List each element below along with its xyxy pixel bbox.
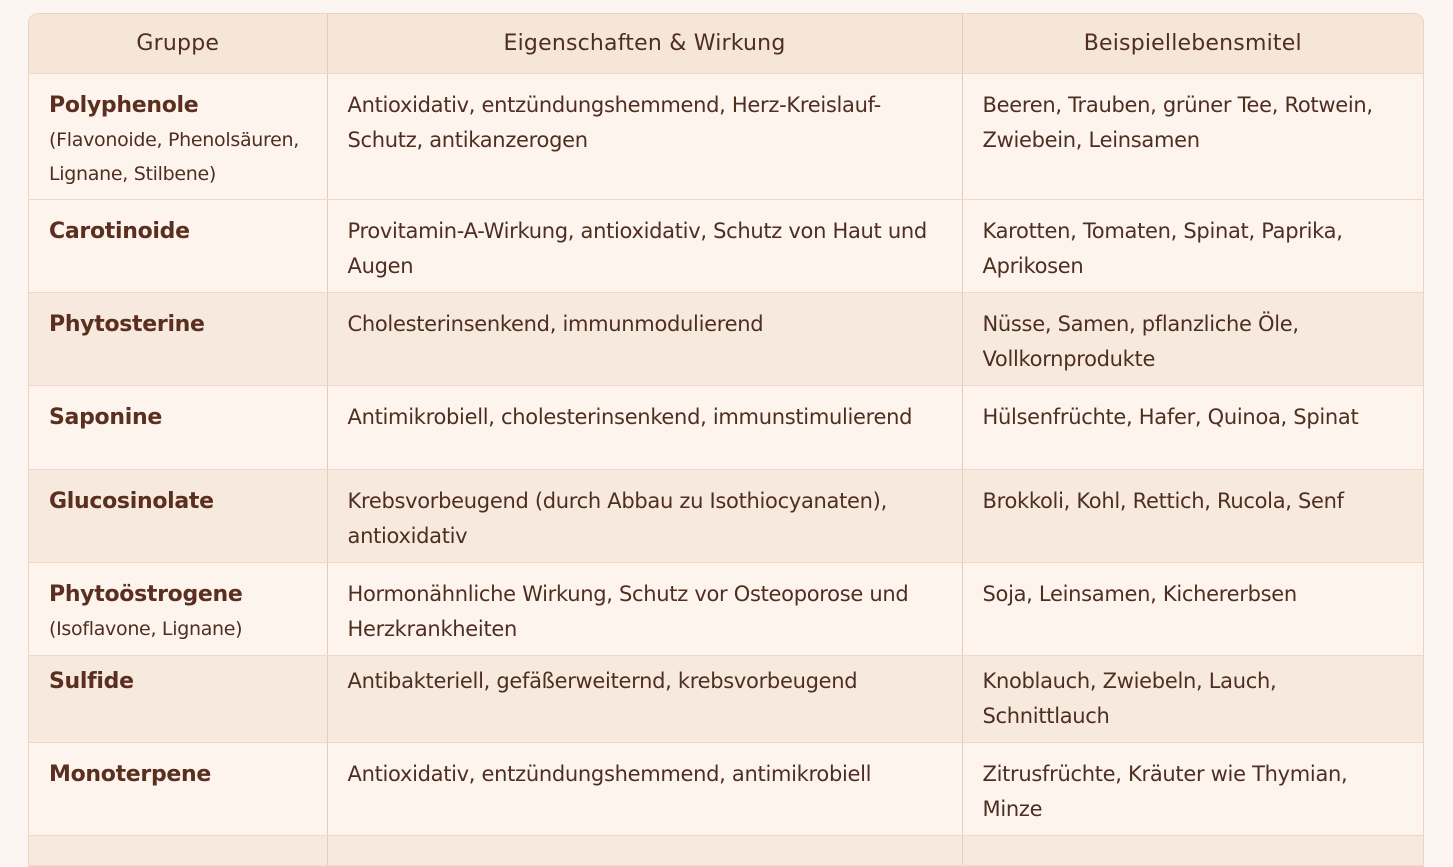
group-name: Sulfide bbox=[49, 669, 134, 694]
group-name: Phytoöstrogene bbox=[49, 582, 243, 607]
group-name: Carotinoide bbox=[49, 219, 190, 244]
group-name: Glucosinolate bbox=[49, 489, 214, 514]
table-row: Saponine Antimikrobiell, cholesterinsenke… bbox=[29, 385, 1423, 470]
table-row bbox=[29, 835, 1423, 866]
cell-group: Carotinoide bbox=[29, 199, 328, 293]
group-name: Monoterpene bbox=[49, 762, 212, 787]
cell-effects: Krebsvorbeugend (durch Abbau zu Isothioc… bbox=[327, 469, 963, 563]
table-row: Polyphenole (Flavonoide, Phenolsäuren, Li… bbox=[29, 73, 1423, 200]
table-row: Carotinoide Provitamin-A-Wirkung, antioxi… bbox=[29, 199, 1423, 293]
cell-group: Phytoöstrogene (Isoflavone, Lignane) bbox=[29, 562, 328, 656]
cell-foods: Zitrusfrüchte, Kräuter wie Thymian, Minz… bbox=[962, 742, 1423, 836]
group-name: Phytosterine bbox=[49, 312, 205, 337]
header-foods: Beispiellebensmitel bbox=[962, 14, 1423, 74]
cell-effects bbox=[327, 835, 963, 866]
cell-foods: Nüsse, Samen, pflanzliche Öle, Vollkornp… bbox=[962, 292, 1423, 386]
cell-group: Polyphenole (Flavonoide, Phenolsäuren, Li… bbox=[29, 73, 328, 200]
table-row: Phytoöstrogene (Isoflavone, Lignane) Hormo… bbox=[29, 562, 1423, 656]
cell-effects: Antioxidativ, entzündungshemmend, Herz-K… bbox=[327, 73, 963, 200]
cell-effects: Cholesterinsenkend, immunmodulierend bbox=[327, 292, 963, 386]
cell-foods bbox=[962, 835, 1423, 866]
group-name: Saponine bbox=[49, 405, 162, 430]
cell-foods: Hülsenfrüchte, Hafer, Quinoa, Spinat bbox=[962, 385, 1423, 470]
cell-effects: Hormonähnliche Wirkung, Schutz vor Osteo… bbox=[327, 562, 963, 656]
cell-effects: Provitamin-A-Wirkung, antioxidativ, Schu… bbox=[327, 199, 963, 293]
header-group: Gruppe bbox=[29, 14, 328, 74]
group-subtypes: (Isoflavone, Lignane) bbox=[49, 618, 243, 640]
table-row: Phytosterine Cholesterinsenkend, immunmod… bbox=[29, 292, 1423, 386]
header-row: Gruppe Eigenschaften & Wirkung Beispiell… bbox=[29, 14, 1423, 74]
cell-group: Glucosinolate bbox=[29, 469, 328, 563]
cell-foods: Karotten, Tomaten, Spinat, Paprika, Apri… bbox=[962, 199, 1423, 293]
group-name: Polyphenole bbox=[49, 93, 199, 118]
cell-foods: Soja, Leinsamen, Kichererbsen bbox=[962, 562, 1423, 656]
phytochemicals-table: Gruppe Eigenschaften & Wirkung Beispiell… bbox=[28, 13, 1424, 867]
cell-foods: Beeren, Trauben, grüner Tee, Rotwein, Zw… bbox=[962, 73, 1423, 200]
cell-group: Phytosterine bbox=[29, 292, 328, 386]
header-effects: Eigenschaften & Wirkung bbox=[327, 14, 963, 74]
table-row: Monoterpene Antioxidativ, entzündungshemm… bbox=[29, 742, 1423, 836]
cell-effects: Antimikrobiell, cholesterinsenkend, immu… bbox=[327, 385, 963, 470]
table-row: Glucosinolate Krebsvorbeugend (durch Abba… bbox=[29, 469, 1423, 563]
group-subtypes: (Flavonoide, Phenolsäuren, Lignane, Stil… bbox=[49, 129, 299, 185]
cell-group bbox=[29, 835, 328, 866]
cell-effects: Antioxidativ, entzündungshemmend, antimi… bbox=[327, 742, 963, 836]
cell-group: Sulfide bbox=[29, 655, 328, 743]
cell-foods: Brokkoli, Kohl, Rettich, Rucola, Senf bbox=[962, 469, 1423, 563]
cell-group: Saponine bbox=[29, 385, 328, 470]
table-row: Sulfide Antibakteriell, gefäßerweiternd, … bbox=[29, 655, 1423, 743]
cell-foods: Knoblauch, Zwiebeln, Lauch, Schnittlauch bbox=[962, 655, 1423, 743]
cell-group: Monoterpene bbox=[29, 742, 328, 836]
cell-effects: Antibakteriell, gefäßerweiternd, krebsvo… bbox=[327, 655, 963, 743]
